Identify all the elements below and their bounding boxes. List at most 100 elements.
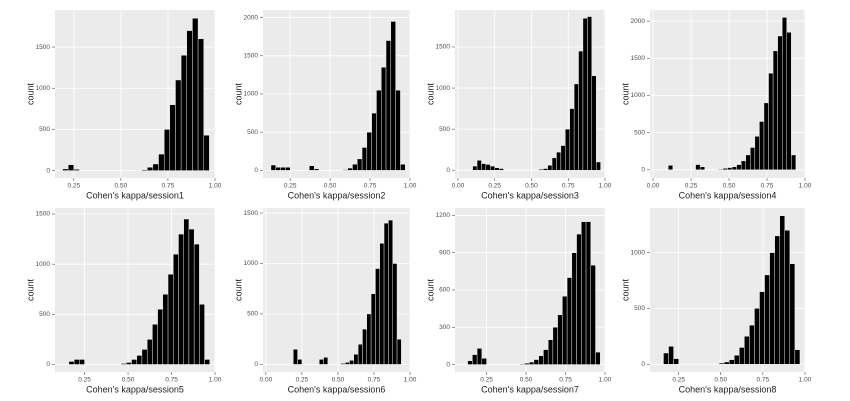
- bar: [784, 230, 791, 365]
- x-tick-label: 0.00: [260, 377, 273, 384]
- x-tick-label: 0.25: [480, 377, 493, 384]
- bar: [136, 355, 143, 365]
- bar: [476, 160, 482, 171]
- bar: [754, 136, 760, 171]
- x-axis-title: Cohen's kappa/session5: [86, 384, 184, 394]
- bar: [270, 164, 276, 171]
- x-tick-label: 0.50: [324, 183, 337, 190]
- y-tick-label: 1000: [244, 91, 259, 98]
- bar: [361, 147, 368, 171]
- x-tick-label: 1.00: [799, 183, 812, 190]
- y-tick-label: 1500: [436, 44, 451, 51]
- bar: [370, 293, 376, 365]
- bar: [782, 17, 787, 171]
- bar: [366, 131, 372, 171]
- bar: [204, 359, 210, 365]
- panel: 0 500 1000 1500 0.00 0.25 0.50 0.75 1.00 Cohen's …: [233, 208, 417, 394]
- x-tick-label: 1.00: [599, 377, 612, 384]
- bar: [178, 233, 184, 365]
- bar: [519, 363, 525, 365]
- bar: [556, 151, 562, 171]
- y-tick-label: 500: [39, 311, 50, 318]
- bar: [547, 339, 554, 365]
- bar: [565, 128, 570, 171]
- bar: [557, 314, 563, 365]
- x-tick-label: 0.75: [165, 377, 178, 384]
- panel: 0 300 600 900 1200 0.25 0.50 0.75 1.00 Cohen's ka…: [425, 208, 612, 394]
- bar: [571, 252, 577, 365]
- bar: [79, 359, 85, 365]
- bar: [786, 32, 792, 171]
- x-tick-label: 0.50: [714, 377, 727, 384]
- y-tick-label: 300: [439, 324, 450, 331]
- x-tick-label: 0.50: [115, 183, 128, 190]
- x-tick-label: 0.75: [364, 183, 377, 190]
- bar: [749, 324, 755, 365]
- bar: [297, 359, 303, 365]
- y-tick-label: 2000: [631, 18, 646, 25]
- bar: [62, 168, 69, 171]
- bar: [353, 354, 359, 365]
- bar: [476, 348, 483, 365]
- bar: [485, 164, 491, 171]
- bar: [566, 277, 573, 365]
- bar: [383, 222, 389, 365]
- bar: [366, 313, 372, 365]
- y-tick-label: 1000: [631, 249, 646, 256]
- bar: [352, 164, 358, 171]
- bar: [188, 228, 195, 365]
- bar: [173, 253, 179, 365]
- bar: [551, 157, 557, 171]
- y-tick-label: 1500: [244, 53, 259, 60]
- x-tick-label: 1.00: [209, 183, 222, 190]
- y-tick-label: 500: [634, 305, 645, 312]
- y-tick-label: 1500: [36, 44, 51, 51]
- x-axis-title: Cohen's kappa/session8: [679, 384, 777, 394]
- bar: [736, 164, 742, 171]
- bar: [141, 349, 148, 365]
- bar: [120, 363, 127, 365]
- y-tick-label: 1500: [244, 210, 259, 217]
- x-tick-label: 0.50: [122, 377, 135, 384]
- bar: [490, 165, 495, 171]
- x-tick-label: 0.75: [559, 377, 572, 384]
- x-axis-title: Cohen's kappa/session2: [288, 190, 386, 200]
- x-tick-label: 1.00: [209, 377, 222, 384]
- bar: [744, 336, 750, 365]
- bar: [699, 166, 705, 171]
- bar: [285, 167, 291, 171]
- bar: [731, 166, 737, 171]
- x-axis-title: Cohen's kappa/session1: [86, 190, 184, 200]
- panel: 0 500 1000 1500 0.00 0.25 0.50 0.75 1.00 Cohen's …: [425, 10, 612, 200]
- bar: [791, 154, 797, 171]
- bar: [275, 167, 281, 171]
- x-axis-title: Cohen's kappa/session6: [288, 384, 386, 394]
- bar: [152, 324, 158, 365]
- y-axis-title: count: [233, 278, 243, 301]
- bar: [392, 263, 398, 365]
- bar: [552, 327, 558, 365]
- y-tick-label: 0: [446, 167, 450, 174]
- y-tick-label: 1000: [36, 85, 51, 92]
- y-tick-label: 0: [46, 361, 50, 368]
- bar: [582, 18, 588, 171]
- bar: [543, 168, 548, 171]
- bar: [595, 351, 601, 365]
- bar: [309, 165, 315, 171]
- bar: [293, 349, 298, 365]
- panel: 0 500 1000 1500 0.25 0.50 0.75 1.00 Cohen's kapp…: [25, 10, 222, 200]
- bar: [727, 167, 733, 171]
- bar: [375, 268, 380, 365]
- bar: [400, 164, 406, 171]
- bar: [381, 67, 387, 171]
- bar: [794, 349, 801, 365]
- bar: [543, 349, 549, 365]
- bar: [323, 357, 329, 365]
- x-axis-title: Cohen's kappa/session7: [481, 384, 579, 394]
- bar: [750, 147, 756, 171]
- bar: [169, 104, 176, 171]
- bar: [396, 339, 402, 365]
- bar: [581, 221, 587, 365]
- bar: [759, 121, 765, 171]
